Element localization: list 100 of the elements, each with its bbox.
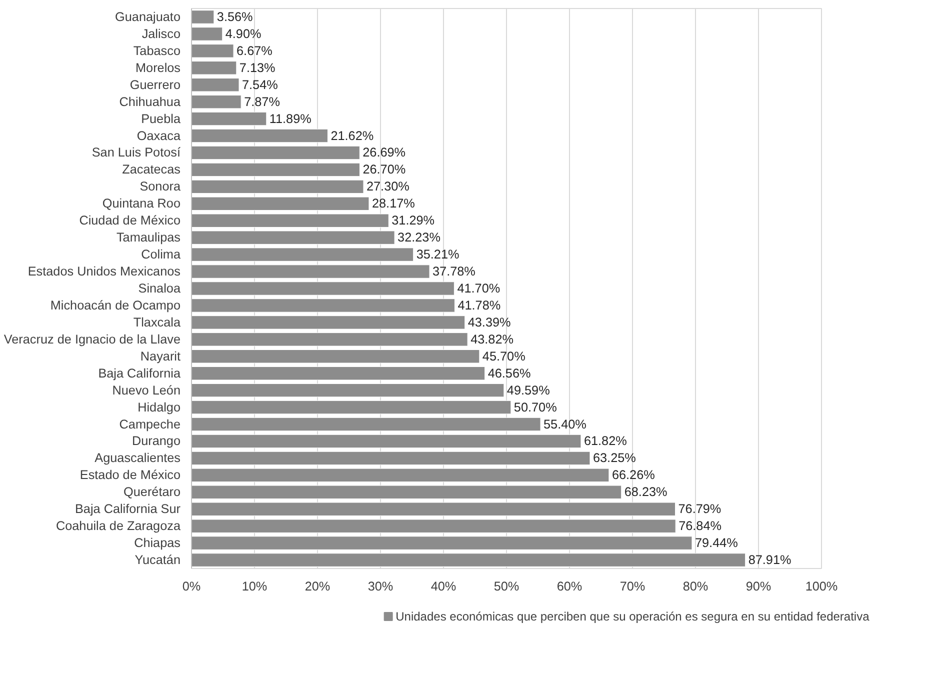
- bar: [192, 298, 455, 312]
- bar: [192, 128, 328, 143]
- data-label: 27.30%: [366, 180, 410, 194]
- legend-label: Unidades económicas que perciben que su operación es segura en su entidad federativa: [396, 610, 870, 624]
- data-label: 43.82%: [470, 332, 514, 346]
- bar: [192, 332, 468, 346]
- bar: [192, 316, 466, 330]
- data-label: 76.79%: [678, 502, 722, 516]
- y-tick-label: Baja California: [98, 366, 182, 380]
- bar: [192, 468, 610, 482]
- bar: [192, 264, 430, 278]
- y-tick-label: Ciudad de México: [79, 214, 181, 228]
- y-tick-label: Chihuahua: [119, 94, 182, 109]
- data-label: 26.69%: [362, 146, 406, 160]
- data-label: 35.21%: [416, 248, 460, 262]
- bar: [192, 502, 676, 516]
- data-label: 3.56%: [216, 10, 253, 24]
- bar: [192, 451, 590, 466]
- data-label: 41.78%: [458, 298, 501, 312]
- data-label: 63.25%: [592, 451, 636, 466]
- data-label: 28.17%: [372, 196, 415, 211]
- bar: [192, 78, 240, 92]
- data-label: 41.70%: [457, 282, 500, 296]
- data-label: 37.78%: [432, 264, 476, 279]
- data-label: 68.23%: [624, 485, 668, 500]
- data-label: 45.70%: [482, 349, 526, 364]
- x-tick-label: 60%: [556, 580, 582, 594]
- data-label: 76.84%: [678, 519, 722, 534]
- data-label: 46.56%: [488, 366, 531, 380]
- data-label: 66.26%: [612, 468, 655, 482]
- bar: [192, 400, 512, 414]
- y-tick-label: Morelos: [135, 60, 180, 75]
- bar: [192, 553, 746, 567]
- data-label: 87.91%: [748, 553, 792, 568]
- bar: [192, 146, 360, 160]
- x-tick-label: 0%: [182, 580, 201, 594]
- bar: [192, 350, 480, 364]
- data-label: 7.54%: [242, 78, 278, 92]
- data-label: 79.44%: [694, 536, 738, 550]
- data-label: 7.87%: [244, 94, 280, 109]
- y-tick-label: Aguascalientes: [94, 451, 181, 466]
- y-tick-label: Querétaro: [124, 485, 180, 500]
- bar: [192, 196, 370, 211]
- y-tick-label: Michoacán de Ocampo: [50, 298, 181, 312]
- y-tick-label: Durango: [132, 434, 181, 448]
- y-tick-label: Puebla: [141, 112, 182, 126]
- bar: [192, 180, 364, 194]
- data-label: 55.40%: [544, 417, 586, 432]
- y-tick-label: Estado de México: [80, 468, 181, 482]
- data-label: 61.82%: [584, 434, 627, 448]
- y-tick-label: Quintana Roo: [102, 196, 181, 211]
- y-tick-label: Campeche: [119, 417, 181, 432]
- y-tick-label: Estados Unidos Mexicanos: [28, 264, 181, 279]
- x-tick-label: 70%: [620, 580, 646, 594]
- bar: [192, 61, 237, 75]
- bar: [192, 282, 454, 296]
- bar: [192, 417, 541, 432]
- y-tick-label: Hidalgo: [138, 400, 181, 414]
- bar: [192, 536, 692, 550]
- data-label: 26.70%: [362, 162, 406, 177]
- x-tick-label: 90%: [746, 580, 772, 594]
- y-tick-label: Nuevo León: [112, 383, 181, 398]
- x-tick-label: 20%: [304, 580, 330, 594]
- y-tick-label: Coahuila de Zaragoza: [56, 519, 182, 534]
- y-tick-label: Zacatecas: [122, 162, 181, 177]
- data-label: 6.67%: [236, 44, 272, 58]
- y-tick-label: Tabasco: [133, 44, 180, 58]
- y-tick-label: San Luis Potosí: [92, 146, 181, 160]
- data-label: 32.23%: [398, 230, 440, 245]
- y-tick-label: Oaxaca: [136, 128, 182, 143]
- bar: [192, 434, 582, 448]
- y-tick-label: Chiapas: [134, 536, 180, 550]
- x-tick-label: 50%: [494, 580, 520, 594]
- bar: [192, 214, 389, 228]
- y-tick-label: Sinaloa: [138, 282, 182, 296]
- y-tick-label: Yucatán: [134, 553, 181, 568]
- y-tick-label: Nayarit: [140, 349, 181, 364]
- data-label: 49.59%: [506, 383, 550, 398]
- bar: [192, 10, 214, 24]
- bar: [192, 248, 414, 262]
- y-tick-label: Baja California Sur: [74, 502, 181, 516]
- data-label: 4.90%: [225, 26, 262, 41]
- data-label: 50.70%: [514, 400, 557, 414]
- x-tick-label: 100%: [805, 580, 838, 594]
- y-tick-label: Veracruz de Ignacio de la Llave: [4, 332, 181, 346]
- y-tick-label: Colima: [141, 248, 182, 262]
- x-tick-label: 80%: [682, 580, 708, 594]
- y-tick-label: Sonora: [140, 180, 182, 194]
- data-label: 31.29%: [392, 214, 435, 228]
- x-tick-label: 40%: [430, 580, 456, 594]
- bar: [192, 485, 622, 500]
- data-label: 7.13%: [239, 60, 276, 75]
- bar: [192, 112, 267, 126]
- bar: [192, 44, 234, 58]
- bar: [192, 230, 395, 244]
- bar: [192, 366, 486, 380]
- y-tick-label: Tamaulipas: [116, 230, 181, 245]
- data-label: 21.62%: [330, 128, 374, 143]
- x-tick-label: 30%: [368, 580, 394, 594]
- bar: [192, 162, 360, 177]
